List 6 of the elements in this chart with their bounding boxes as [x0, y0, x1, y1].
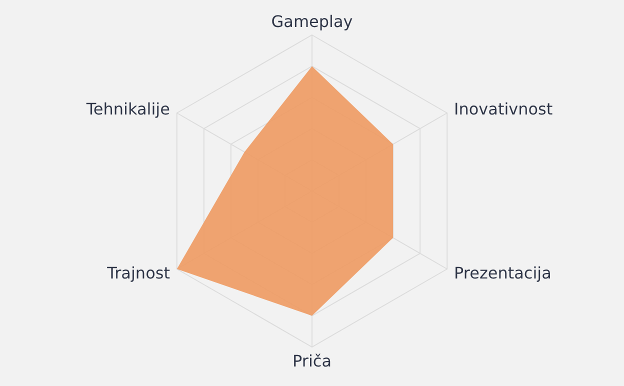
spoke-label: Priča: [292, 351, 332, 370]
spoke-label: Gameplay: [271, 12, 353, 31]
spoke-label: Prezentacija: [454, 264, 552, 283]
spoke-label: Tehnikalije: [85, 100, 170, 119]
spoke-label: Trajnost: [106, 264, 170, 283]
spoke-label: Inovativnost: [454, 100, 553, 119]
